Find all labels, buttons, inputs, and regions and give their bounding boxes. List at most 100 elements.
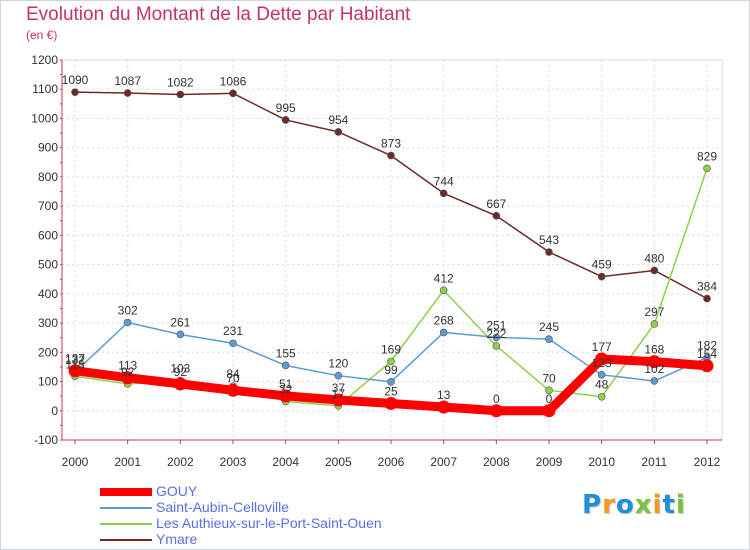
y-tick-label: 800 bbox=[38, 170, 58, 184]
data-point bbox=[647, 355, 661, 369]
data-point bbox=[492, 212, 501, 220]
y-tick-label: 400 bbox=[38, 287, 58, 301]
data-label: 245 bbox=[539, 320, 559, 334]
data-point bbox=[384, 396, 398, 410]
logo-letter: P bbox=[582, 490, 603, 520]
data-label: 954 bbox=[328, 113, 348, 127]
data-label: 70 bbox=[226, 371, 240, 385]
data-label: 1082 bbox=[167, 75, 194, 89]
data-label: 1086 bbox=[220, 74, 247, 88]
data-point bbox=[334, 371, 343, 380]
x-tick-label: 2000 bbox=[62, 455, 89, 469]
data-label: 123 bbox=[592, 356, 612, 370]
data-label: 1087 bbox=[114, 74, 141, 88]
data-label: 829 bbox=[697, 149, 717, 163]
data-point bbox=[703, 164, 711, 173]
data-label: 48 bbox=[595, 378, 609, 392]
logo-letter: o bbox=[615, 490, 635, 520]
y-tick-label: 600 bbox=[38, 228, 58, 242]
data-label: 154 bbox=[697, 347, 717, 361]
data-label: 1090 bbox=[62, 73, 89, 87]
data-label: 132 bbox=[65, 353, 85, 367]
chart-subtitle: (en €) bbox=[26, 28, 58, 42]
x-tick-label: 2009 bbox=[536, 455, 563, 469]
data-point bbox=[176, 330, 185, 339]
legend-label: Les Authieux-sur-le-Port-Saint-Ouen bbox=[156, 515, 382, 531]
y-tick-label: 0 bbox=[51, 404, 58, 418]
legend-label: Saint-Aubin-Celloville bbox=[156, 499, 290, 515]
data-point bbox=[492, 342, 501, 350]
data-point bbox=[439, 286, 448, 295]
data-point bbox=[123, 318, 132, 327]
data-point bbox=[281, 116, 290, 124]
data-label: 103 bbox=[170, 362, 190, 376]
data-label: 182 bbox=[697, 339, 717, 353]
x-tick-label: 2001 bbox=[114, 455, 141, 469]
x-tick-label: 2010 bbox=[588, 455, 615, 469]
data-point bbox=[595, 352, 609, 366]
legend-swatch bbox=[100, 539, 152, 541]
x-tick-label: 2002 bbox=[167, 455, 194, 469]
logo-letter: r bbox=[602, 490, 616, 520]
data-point bbox=[176, 90, 185, 99]
data-point bbox=[700, 359, 714, 373]
data-label: 84 bbox=[226, 367, 240, 381]
logo-letter: i bbox=[652, 490, 663, 520]
x-tick-label: 2003 bbox=[220, 455, 247, 469]
data-label: 744 bbox=[434, 174, 454, 188]
data-point bbox=[650, 266, 659, 275]
data-label: 268 bbox=[434, 313, 454, 327]
data-point bbox=[229, 339, 237, 348]
data-point bbox=[439, 189, 448, 198]
data-label: 873 bbox=[381, 137, 401, 151]
data-point bbox=[545, 386, 553, 395]
data-label: 92 bbox=[121, 365, 135, 379]
data-label: 37 bbox=[332, 381, 346, 395]
legend-swatch bbox=[100, 488, 152, 496]
data-point bbox=[703, 294, 711, 303]
logo-letter: i bbox=[675, 490, 686, 520]
data-label: 32 bbox=[279, 382, 293, 396]
data-point bbox=[439, 328, 448, 337]
data-point bbox=[68, 364, 82, 378]
y-tick-label: 1000 bbox=[31, 111, 58, 125]
x-tick-label: 2008 bbox=[483, 455, 510, 469]
y-tick-label: 500 bbox=[38, 258, 58, 272]
data-label: 459 bbox=[592, 258, 612, 272]
data-label: 231 bbox=[223, 324, 243, 338]
data-point bbox=[437, 400, 451, 414]
x-tick-label: 2004 bbox=[272, 455, 299, 469]
data-label: 251 bbox=[486, 318, 506, 332]
data-label: 0 bbox=[546, 392, 553, 406]
data-label: 99 bbox=[384, 363, 398, 377]
x-tick-label: 2006 bbox=[378, 455, 405, 469]
y-tick-label: 300 bbox=[38, 316, 58, 330]
y-tick-label: 1200 bbox=[31, 53, 58, 67]
data-label: 667 bbox=[486, 197, 506, 211]
data-label: 155 bbox=[276, 346, 296, 360]
data-label: 70 bbox=[542, 371, 556, 385]
data-point bbox=[545, 248, 553, 256]
data-point bbox=[331, 393, 345, 407]
data-label: 169 bbox=[381, 342, 401, 356]
x-tick-label: 2011 bbox=[641, 455, 667, 469]
data-point bbox=[489, 404, 503, 418]
logo-letter: t bbox=[662, 490, 676, 520]
data-label: 13 bbox=[437, 388, 451, 402]
data-label: 17 bbox=[332, 387, 346, 401]
data-label: 25 bbox=[384, 384, 398, 398]
data-label: 118 bbox=[65, 357, 84, 371]
data-label: 543 bbox=[539, 233, 559, 247]
logo-letter: x bbox=[634, 490, 653, 520]
data-point bbox=[281, 361, 290, 370]
data-label: 480 bbox=[644, 251, 664, 265]
data-point bbox=[650, 377, 659, 385]
data-label: 384 bbox=[697, 280, 717, 294]
x-tick-label: 2012 bbox=[694, 455, 721, 469]
legend-label: Ymare bbox=[156, 531, 198, 547]
data-point bbox=[279, 389, 293, 403]
y-tick-label: 1100 bbox=[32, 82, 58, 96]
data-label: 412 bbox=[434, 271, 454, 285]
legend-label: GOUY bbox=[156, 483, 198, 499]
data-label: 92 bbox=[174, 365, 188, 379]
